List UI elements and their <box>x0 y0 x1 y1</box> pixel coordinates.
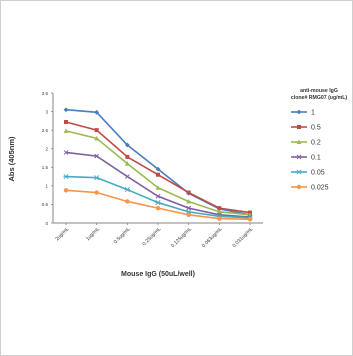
y-tick-labels: 0 0.5 1 1.5 2 2.5 3 3.5 <box>42 91 53 226</box>
legend-swatch-marker-stroke <box>296 154 302 160</box>
legend-item: 0.2 <box>291 139 321 147</box>
legend-swatch-marker <box>296 184 302 190</box>
y-tick-label: 2 <box>45 147 48 152</box>
data-point <box>125 199 130 204</box>
series-5 <box>63 188 253 222</box>
data-point <box>216 209 222 214</box>
data-point <box>155 166 161 172</box>
data-point <box>94 128 99 133</box>
data-point <box>94 135 100 141</box>
data-point-stroke <box>186 205 192 211</box>
data-point-stroke <box>155 193 161 199</box>
legend-swatch-marker <box>297 125 301 129</box>
legend-swatch-marker <box>296 109 302 115</box>
data-point <box>124 142 130 148</box>
series-lines <box>63 107 253 222</box>
data-point <box>124 174 130 179</box>
y-tick-label: 3 <box>45 109 48 114</box>
legend-item: 0.5 <box>291 125 321 132</box>
data-point <box>94 175 100 181</box>
y-tick-label: 0 <box>45 221 48 226</box>
data-point <box>124 187 130 193</box>
data-point <box>155 200 161 206</box>
legend-swatch-marker <box>296 154 302 160</box>
y-tick-label: 3.5 <box>42 91 49 96</box>
data-point <box>155 205 161 211</box>
legend-swatch-marker <box>296 139 302 144</box>
y-tick-label: 1.5 <box>42 165 49 170</box>
data-point <box>94 109 100 115</box>
legend-title-line-1: anti-mouse IgG <box>300 88 338 94</box>
data-point <box>94 190 99 195</box>
data-point <box>63 174 69 180</box>
data-point <box>125 154 130 159</box>
data-point <box>217 206 222 211</box>
data-point <box>64 119 68 124</box>
legend-label: 0.05 <box>311 170 325 177</box>
y-axis-label: Abs (405nm) <box>7 136 16 182</box>
y-tick-label: 2.5 <box>42 128 49 133</box>
data-point <box>63 188 69 193</box>
data-point <box>186 205 192 211</box>
data-point <box>186 190 191 195</box>
y-tick-label: 1 <box>45 184 48 189</box>
data-point-stroke <box>94 153 100 159</box>
x-axis-label: Mouse IgG (50uL/well) <box>121 271 195 278</box>
data-point <box>247 217 253 222</box>
series-4 <box>63 174 253 221</box>
legend-title-line-2: clone# RMG07 (ug/mL) <box>291 95 347 101</box>
data-point <box>186 212 191 218</box>
data-point <box>155 193 161 199</box>
legend-label: 0.2 <box>311 140 321 147</box>
data-point <box>155 185 161 190</box>
data-point <box>63 150 69 155</box>
legend-label: 0.5 <box>311 125 321 132</box>
legend-item: 0.1 <box>291 155 321 162</box>
data-point <box>63 128 69 133</box>
data-point <box>124 161 130 166</box>
data-point <box>94 153 100 159</box>
data-point-stroke <box>124 174 130 179</box>
data-point <box>186 199 192 204</box>
data-point-stroke <box>63 150 69 155</box>
legend-swatch-marker <box>296 169 302 175</box>
y-tick-label: 0.5 <box>42 202 49 207</box>
legend-item: 0.05 <box>291 169 325 177</box>
legend: 1 0.5 0.2 0.1 0.05 0.025 <box>291 109 329 192</box>
line-chart: 00.511.522.533.5 2ug/mL 1ug/mL 0.5ug/mL 0.2… <box>1 81 352 291</box>
data-point <box>217 216 222 221</box>
data-point <box>156 172 160 177</box>
legend-label: 0.1 <box>311 155 321 162</box>
legend-item: 0.025 <box>291 185 329 192</box>
legend-item: 1 <box>291 109 315 117</box>
legend-label: 0.025 <box>311 185 329 192</box>
legend-label: 1 <box>311 110 315 117</box>
